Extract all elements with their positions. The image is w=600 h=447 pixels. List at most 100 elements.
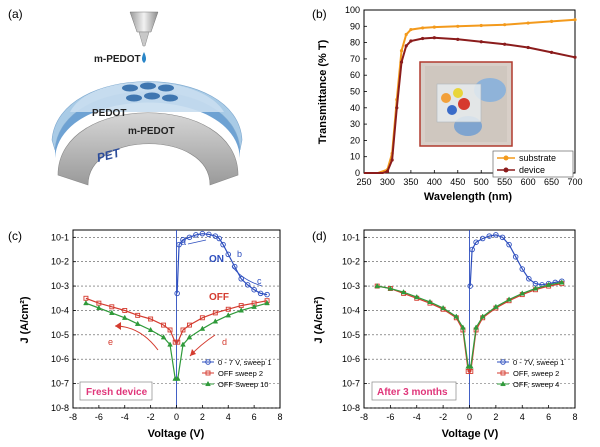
panel-d-label: (d) (312, 229, 327, 243)
caption-fresh-device: Fresh device (86, 387, 148, 398)
x-tick-label: 350 (403, 177, 418, 187)
data-point-device (503, 42, 507, 46)
chart-b-xlabel: Wavelength (nm) (424, 191, 513, 203)
annotation-arrow-c (231, 265, 263, 287)
data-point-d-2 (440, 304, 446, 311)
chart-c-x-ticks: -8 -6 -4 -2 0 2 4 6 8 (69, 405, 283, 422)
y-tick-label: 10-1 (342, 232, 360, 242)
data-point-c-0 (238, 276, 244, 282)
data-point-c-2 (83, 300, 89, 306)
data-point-d-2 (460, 324, 466, 330)
caption-box-d (371, 381, 457, 401)
data-point-d-2 (427, 298, 433, 304)
y-tick-label: 10-5 (51, 330, 69, 340)
label-m-pedot-top: m-PEDOT (94, 54, 141, 65)
y-tick-label: 20 (350, 135, 360, 145)
data-point-d-0 (519, 266, 526, 272)
data-point-d-2 (473, 324, 479, 330)
droplet-icon (142, 52, 146, 63)
legend-marker-device (503, 167, 509, 173)
x-tick-label: 6 (252, 412, 257, 422)
data-point-device (573, 55, 577, 59)
legend-marker (500, 359, 506, 365)
x-tick-label: -8 (69, 412, 77, 422)
panel-b-label: (b) (312, 7, 327, 21)
data-point-c-2 (147, 326, 154, 333)
data-point-c-2 (167, 341, 173, 347)
panel-b: (b) 250 300 350 400 450 500 550 600 650 700 0 10 20… (312, 5, 583, 203)
annotation-b: b (237, 249, 242, 259)
data-point-c-0 (212, 233, 219, 239)
y-tick-label: 40 (350, 103, 360, 113)
data-point-c-2 (108, 309, 115, 315)
data-point-c-0 (193, 232, 199, 238)
data-point-c-0 (206, 231, 212, 238)
chart-d-series (374, 232, 565, 374)
color-spot (447, 105, 457, 115)
data-point-d-2 (532, 285, 539, 291)
chart-c-y-ticks: 10-1 10-2 10-3 10-4 10-5 10-6 10-7 10-8 (51, 232, 76, 413)
x-tick-label: 300 (380, 177, 395, 187)
x-tick-label: 4 (520, 412, 525, 422)
data-point-c-1 (225, 306, 231, 312)
panel-c: (c) -8 -6 -4 -2 0 2 4 6 8 10-110-210-310-410-510… (8, 229, 283, 440)
data-point-c-2 (264, 300, 270, 306)
data-point-d-0 (467, 283, 473, 289)
x-tick-label: -6 (95, 412, 103, 422)
y-tick-label: 50 (350, 87, 360, 97)
label-pedot: PEDOT (92, 108, 126, 119)
pet-substrate-arch (57, 112, 239, 186)
data-point-c-1 (135, 312, 141, 318)
y-tick-label: 10-2 (51, 257, 69, 267)
device-photo-inset (419, 61, 513, 147)
x-tick-label: 250 (356, 177, 371, 187)
legend-label: 0 - 7 V, sweep 1 (218, 358, 272, 367)
caption-box-c (79, 381, 153, 401)
electrode-dot (158, 84, 174, 92)
data-point-c-1 (148, 316, 154, 322)
y-tick-label: 0 (355, 168, 360, 178)
data-point-d-2 (519, 290, 526, 296)
data-point-d-0 (486, 233, 493, 239)
data-point-c-0 (264, 291, 270, 298)
chart-d-ylabel: J (A/cm²) (313, 296, 325, 343)
data-point-c-2 (96, 304, 102, 311)
x-tick-label: 8 (277, 412, 282, 422)
data-point-substrate (404, 32, 408, 37)
data-point-substrate (409, 27, 413, 32)
data-point-c-1 (161, 322, 167, 328)
color-spot (458, 98, 470, 110)
legend-marker (205, 359, 211, 365)
data-point-c-0 (244, 282, 251, 288)
annotation-arrow-a (187, 239, 207, 245)
x-tick-label: -2 (147, 412, 155, 422)
annotation-on: ON (209, 254, 224, 265)
color-spot (441, 93, 451, 103)
y-tick-label: 10-6 (342, 354, 360, 364)
data-point-d-2 (374, 282, 381, 289)
chart-b-series (364, 18, 577, 174)
data-point-c-1 (109, 304, 115, 310)
data-point-c-2 (238, 307, 245, 313)
chart-c-annotations: a b c ON OFF d e (108, 237, 263, 357)
data-point-c-0 (199, 230, 206, 237)
x-tick-label: 0 (467, 412, 472, 422)
data-point-device (390, 158, 394, 162)
y-tick-label: 10-6 (51, 354, 69, 364)
series-line-substrate (364, 18, 576, 174)
data-point-c-2 (212, 318, 219, 324)
panel-a: (a) m-PEDOT PEDOT m-PEDOT PET (8, 7, 243, 186)
caption-after-3-months: After 3 months (377, 387, 448, 398)
data-point-d-2 (387, 285, 394, 291)
data-point-c-2 (121, 314, 128, 320)
data-point-d-0 (512, 254, 519, 260)
data-point-c-1 (212, 310, 218, 316)
data-point-d-0 (499, 234, 506, 241)
data-point-c-2 (180, 341, 186, 347)
pipette-tip (138, 31, 150, 47)
data-point-d-0 (479, 235, 486, 242)
x-tick-label: 8 (572, 412, 577, 422)
data-point-d-1 (465, 368, 471, 374)
data-point-c-2 (134, 320, 141, 326)
data-point-c-2 (160, 334, 167, 340)
